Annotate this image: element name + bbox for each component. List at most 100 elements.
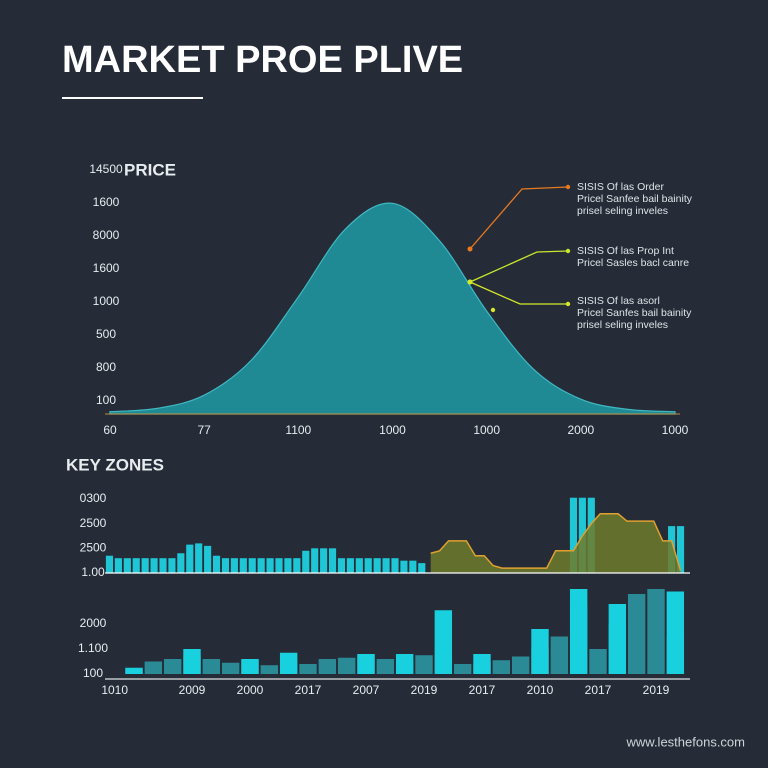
bar — [531, 629, 549, 674]
leader-dot — [490, 307, 496, 313]
bar — [204, 545, 212, 573]
bar — [212, 555, 221, 573]
leader-dot — [565, 184, 571, 190]
bar — [183, 649, 201, 674]
annotation: prisel seling inveles — [577, 319, 668, 331]
bar — [415, 655, 433, 674]
annotation: SISIS Of las Prop Int — [577, 245, 674, 257]
x-tick-label: 60 — [103, 423, 117, 437]
bar — [279, 652, 298, 674]
x-tick-label: 2019 — [643, 683, 670, 697]
bar — [357, 654, 375, 674]
bar — [550, 636, 569, 674]
bar — [141, 558, 149, 573]
bar — [337, 558, 346, 573]
x-tick-label: 1000 — [662, 423, 689, 437]
x-tick-label: 2009 — [179, 683, 206, 697]
bar — [328, 548, 337, 573]
x-tick-label: 2000 — [237, 683, 264, 697]
bar — [320, 548, 328, 573]
bar — [230, 558, 238, 573]
y-tick-label: 14500 — [89, 162, 123, 176]
bar — [346, 558, 354, 573]
bar — [418, 563, 426, 573]
x-tick-label: 2017 — [295, 683, 322, 697]
y-tick-label: 500 — [96, 327, 116, 341]
annotation: prisel seling inveles — [577, 205, 668, 217]
bar — [364, 558, 372, 573]
x-tick-label: 2017 — [469, 683, 496, 697]
leader-dot — [565, 248, 571, 254]
bar — [241, 659, 259, 674]
bar — [260, 665, 279, 674]
y-tick-label: 0300 — [80, 491, 107, 505]
bar — [114, 558, 122, 573]
x-tick-label: 2017 — [585, 683, 612, 697]
bar — [589, 649, 607, 674]
x-tick-label: 2007 — [353, 683, 380, 697]
bar — [391, 558, 399, 573]
bar — [163, 659, 182, 674]
bar — [453, 664, 472, 674]
bar — [666, 591, 685, 674]
bar — [105, 555, 114, 573]
bar — [299, 664, 317, 674]
leader-dot — [467, 246, 473, 252]
leader-line — [469, 281, 568, 305]
annotation: Pricel Sasles bacl canre — [577, 257, 689, 269]
bar — [492, 660, 511, 674]
bar — [275, 558, 283, 573]
bar — [125, 667, 143, 674]
y-tick-label: 2000 — [80, 616, 107, 630]
area-line — [430, 513, 682, 571]
x-tick-label: 2019 — [411, 683, 438, 697]
y-tick-label: 100 — [83, 666, 103, 680]
bar — [266, 558, 274, 573]
y-tick-label: 1000 — [93, 294, 120, 308]
bar — [400, 560, 408, 573]
bar — [293, 558, 301, 573]
bar — [373, 558, 381, 573]
bar — [168, 558, 176, 573]
chart-title: PRICE — [124, 160, 176, 179]
annotation: SISIS Of las asorl — [577, 295, 660, 307]
bar — [647, 589, 665, 674]
bar — [221, 662, 240, 674]
bar — [202, 659, 221, 674]
bar — [569, 589, 588, 674]
bar — [382, 558, 390, 573]
bar — [318, 659, 337, 674]
bar — [123, 558, 131, 573]
bar — [132, 558, 140, 573]
bar — [195, 543, 203, 573]
bar — [376, 659, 395, 674]
bar — [257, 558, 265, 573]
y-tick-label: 1600 — [93, 261, 120, 275]
bar — [676, 526, 685, 573]
annotation: Pricel Sanfes bail bainity — [577, 307, 692, 319]
x-tick-label: 1100 — [285, 423, 311, 437]
bar — [221, 558, 230, 573]
y-tick-label: 8000 — [93, 228, 120, 242]
y-tick-label: 100 — [96, 393, 116, 407]
bar — [144, 661, 163, 674]
bar — [302, 550, 310, 573]
leader-line — [469, 250, 569, 283]
x-tick-label: 77 — [197, 423, 211, 437]
bar — [248, 558, 256, 573]
bar — [511, 656, 530, 674]
bar — [569, 497, 578, 573]
bar — [627, 594, 646, 674]
bar — [337, 657, 356, 674]
annotation: Pricel Sanfee bail bainity — [577, 193, 693, 205]
page-title: MARKET PROE PLIVE — [62, 39, 463, 81]
x-tick-label: 1010 — [101, 683, 128, 697]
bar — [395, 654, 414, 674]
leader-line — [469, 186, 569, 250]
leader-dot — [467, 279, 473, 285]
y-tick-label: 1.00 — [81, 565, 105, 579]
bar — [355, 558, 363, 573]
bar — [434, 610, 453, 674]
x-tick-label: 2000 — [567, 423, 594, 437]
